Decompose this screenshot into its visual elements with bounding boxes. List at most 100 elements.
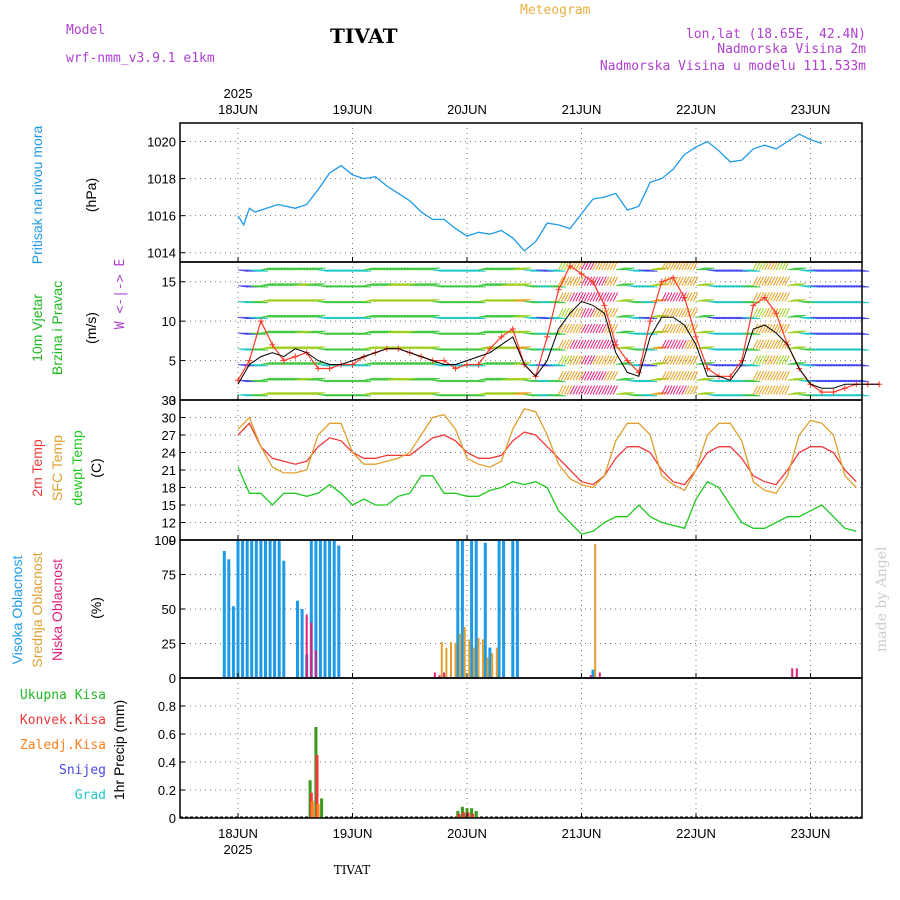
wind-arrow xyxy=(624,267,635,271)
wind-arrow xyxy=(415,298,426,302)
wind-arrow xyxy=(684,385,690,395)
wind-arrow xyxy=(772,339,779,349)
wind-arrow xyxy=(518,267,529,271)
wind-arrow xyxy=(289,314,300,318)
wind-arrow xyxy=(758,339,765,349)
wind-arrow xyxy=(667,371,673,381)
wind-arrow xyxy=(569,323,576,334)
wind-arrow xyxy=(592,371,598,381)
wind-arrow xyxy=(767,385,773,395)
wind-arrow xyxy=(384,267,395,271)
wind-arrow xyxy=(615,267,626,271)
cloud-bar-high xyxy=(332,540,336,678)
wind-arrow xyxy=(698,362,709,366)
wind-arrow xyxy=(366,392,377,395)
wind-arrow xyxy=(796,362,807,366)
gust-point xyxy=(727,373,734,380)
wind-arrow xyxy=(266,330,277,334)
gust-point xyxy=(326,365,333,372)
gust-point xyxy=(464,361,470,368)
wind-arrow xyxy=(692,385,699,395)
cloud-bar-mid xyxy=(495,647,498,678)
wind-arrow xyxy=(681,276,687,286)
wind-arrow xyxy=(575,292,581,302)
gust-point xyxy=(315,365,322,372)
wind-arrow xyxy=(695,377,706,381)
wind-arrow xyxy=(386,314,397,318)
wind-arrow xyxy=(498,267,509,271)
cloud-unit: (%) xyxy=(88,597,104,619)
wind-arrow xyxy=(704,314,715,318)
year-top: 2025 xyxy=(224,86,253,101)
wind-arrow xyxy=(781,371,787,381)
gust-point xyxy=(635,369,642,376)
wind-arrow xyxy=(286,392,297,395)
wind-arrow xyxy=(429,330,440,334)
wind-arrow xyxy=(589,308,596,318)
wind-arrow xyxy=(772,355,779,365)
wind-arrow xyxy=(406,377,417,381)
wind-arrow xyxy=(793,377,804,381)
wind-arrow xyxy=(612,276,619,286)
wind-arrow xyxy=(429,346,440,350)
footer-station: TIVAT xyxy=(334,863,371,877)
clouds-panel: 0 25 50 75 100 xyxy=(154,533,863,686)
gust-point xyxy=(498,333,505,340)
wind-arrow xyxy=(784,308,790,318)
wind-arrow xyxy=(752,371,759,381)
wind-arrow xyxy=(507,377,518,381)
wind-arrow xyxy=(589,292,596,302)
wind-arrow xyxy=(378,362,389,366)
wind-arrow xyxy=(275,267,286,271)
wind-arrow xyxy=(586,339,593,349)
wind-arrow xyxy=(509,377,520,381)
wind-arrow xyxy=(283,267,294,271)
wind-arrow xyxy=(784,292,790,302)
wind-arrow xyxy=(758,371,765,381)
bottom-day-label: 21JUN xyxy=(562,826,602,841)
wind-arrow xyxy=(412,283,423,287)
wind-arrow xyxy=(653,267,664,271)
wind-arrow xyxy=(366,362,377,366)
wind-arrow xyxy=(595,355,601,365)
wind-arrow xyxy=(501,362,512,366)
wind-arrow xyxy=(770,276,776,286)
pressure-frame xyxy=(179,122,863,263)
wind-arrow xyxy=(280,392,291,395)
cloud-bar-high xyxy=(241,540,245,678)
wind-arrow xyxy=(521,392,532,395)
wind-arrow xyxy=(300,346,311,350)
lonlat-label: lon,lat (18.65E, 42.4N) xyxy=(686,27,866,42)
wind-arrow xyxy=(563,371,570,381)
wind-arrow xyxy=(375,392,386,395)
wind-arrow xyxy=(618,267,629,271)
wind-arrow xyxy=(598,308,604,318)
watermark: made by Angel xyxy=(874,546,890,652)
wind-arrow xyxy=(612,385,619,395)
wind-arrow xyxy=(790,267,801,271)
wind-arrow xyxy=(384,330,395,334)
wind-arrow xyxy=(658,346,669,350)
wind-arrow xyxy=(289,267,300,271)
wind-arrow xyxy=(569,292,576,302)
wind-arrow xyxy=(292,392,303,395)
wind-arrow xyxy=(366,346,377,350)
wind-arrow xyxy=(598,292,604,302)
wind-arrow xyxy=(481,267,492,271)
wind-arrow xyxy=(418,346,429,350)
cloud-label-low: Niska Oblacnost xyxy=(49,559,65,661)
wind-arrow xyxy=(369,314,380,318)
wind-arrow xyxy=(572,323,578,334)
wind-arrow xyxy=(478,314,489,318)
wind-arrow xyxy=(381,314,392,318)
wind-arrow xyxy=(755,355,762,365)
wind-arrow xyxy=(859,348,870,351)
wind-arrow xyxy=(498,283,509,287)
wind-arrow xyxy=(421,346,432,350)
wind-arrow xyxy=(778,292,785,302)
wind-arrow xyxy=(655,267,666,271)
wind-arrow xyxy=(650,362,661,366)
wind-arrow xyxy=(272,377,283,381)
wind-arrow xyxy=(609,308,616,318)
wind-arrow xyxy=(621,346,632,350)
